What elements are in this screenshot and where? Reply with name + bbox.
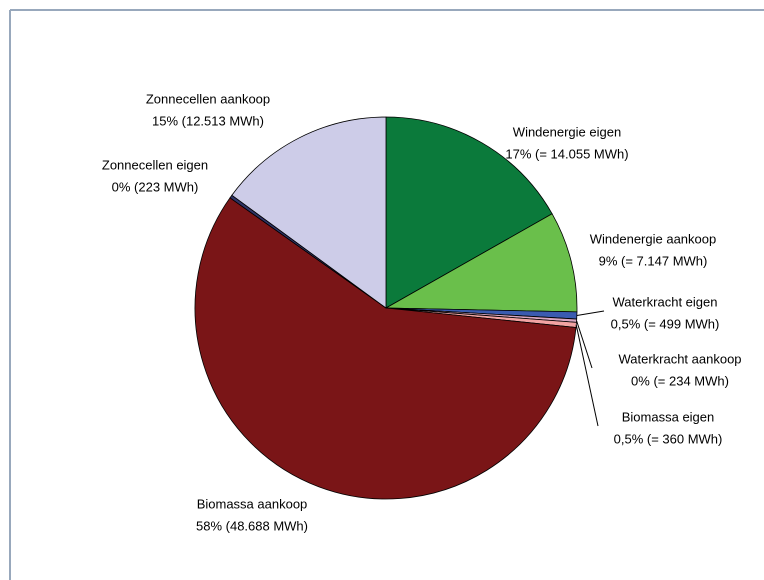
pie-slice [231,116,387,309]
slice-value-label: 0,5% (= 499 MWh) [611,316,720,331]
pie-slice [194,197,577,500]
slice-value-label: 15% (12.513 MWh) [152,113,264,128]
slice-value-label: 58% (48.688 MWh) [196,518,308,533]
slice-value-label: 0% (= 234 MWh) [631,373,729,388]
slice-label: Windenergie eigen [513,124,621,139]
slice-value-label: 9% (= 7.147 MWh) [599,253,708,268]
slice-label: Biomassa aankoop [197,496,308,511]
pie-slice [385,116,553,309]
slice-label: Windenergie aankoop [590,231,716,246]
slice-label: Waterkracht aankoop [618,351,741,366]
slice-label: Zonnecellen aankoop [146,91,270,106]
leader-line [575,324,599,427]
slice-label: Zonnecellen eigen [102,157,208,172]
slice-label: Biomassa eigen [622,409,715,424]
slice-value-label: 0% (223 MWh) [112,179,199,194]
slice-label: Waterkracht eigen [612,294,717,309]
leader-line [576,310,605,316]
slice-value-label: 17% (= 14.055 MWh) [505,146,628,161]
pie-slice [384,213,578,313]
slice-value-label: 0,5% (= 360 MWh) [614,431,723,446]
leader-line [576,320,593,369]
